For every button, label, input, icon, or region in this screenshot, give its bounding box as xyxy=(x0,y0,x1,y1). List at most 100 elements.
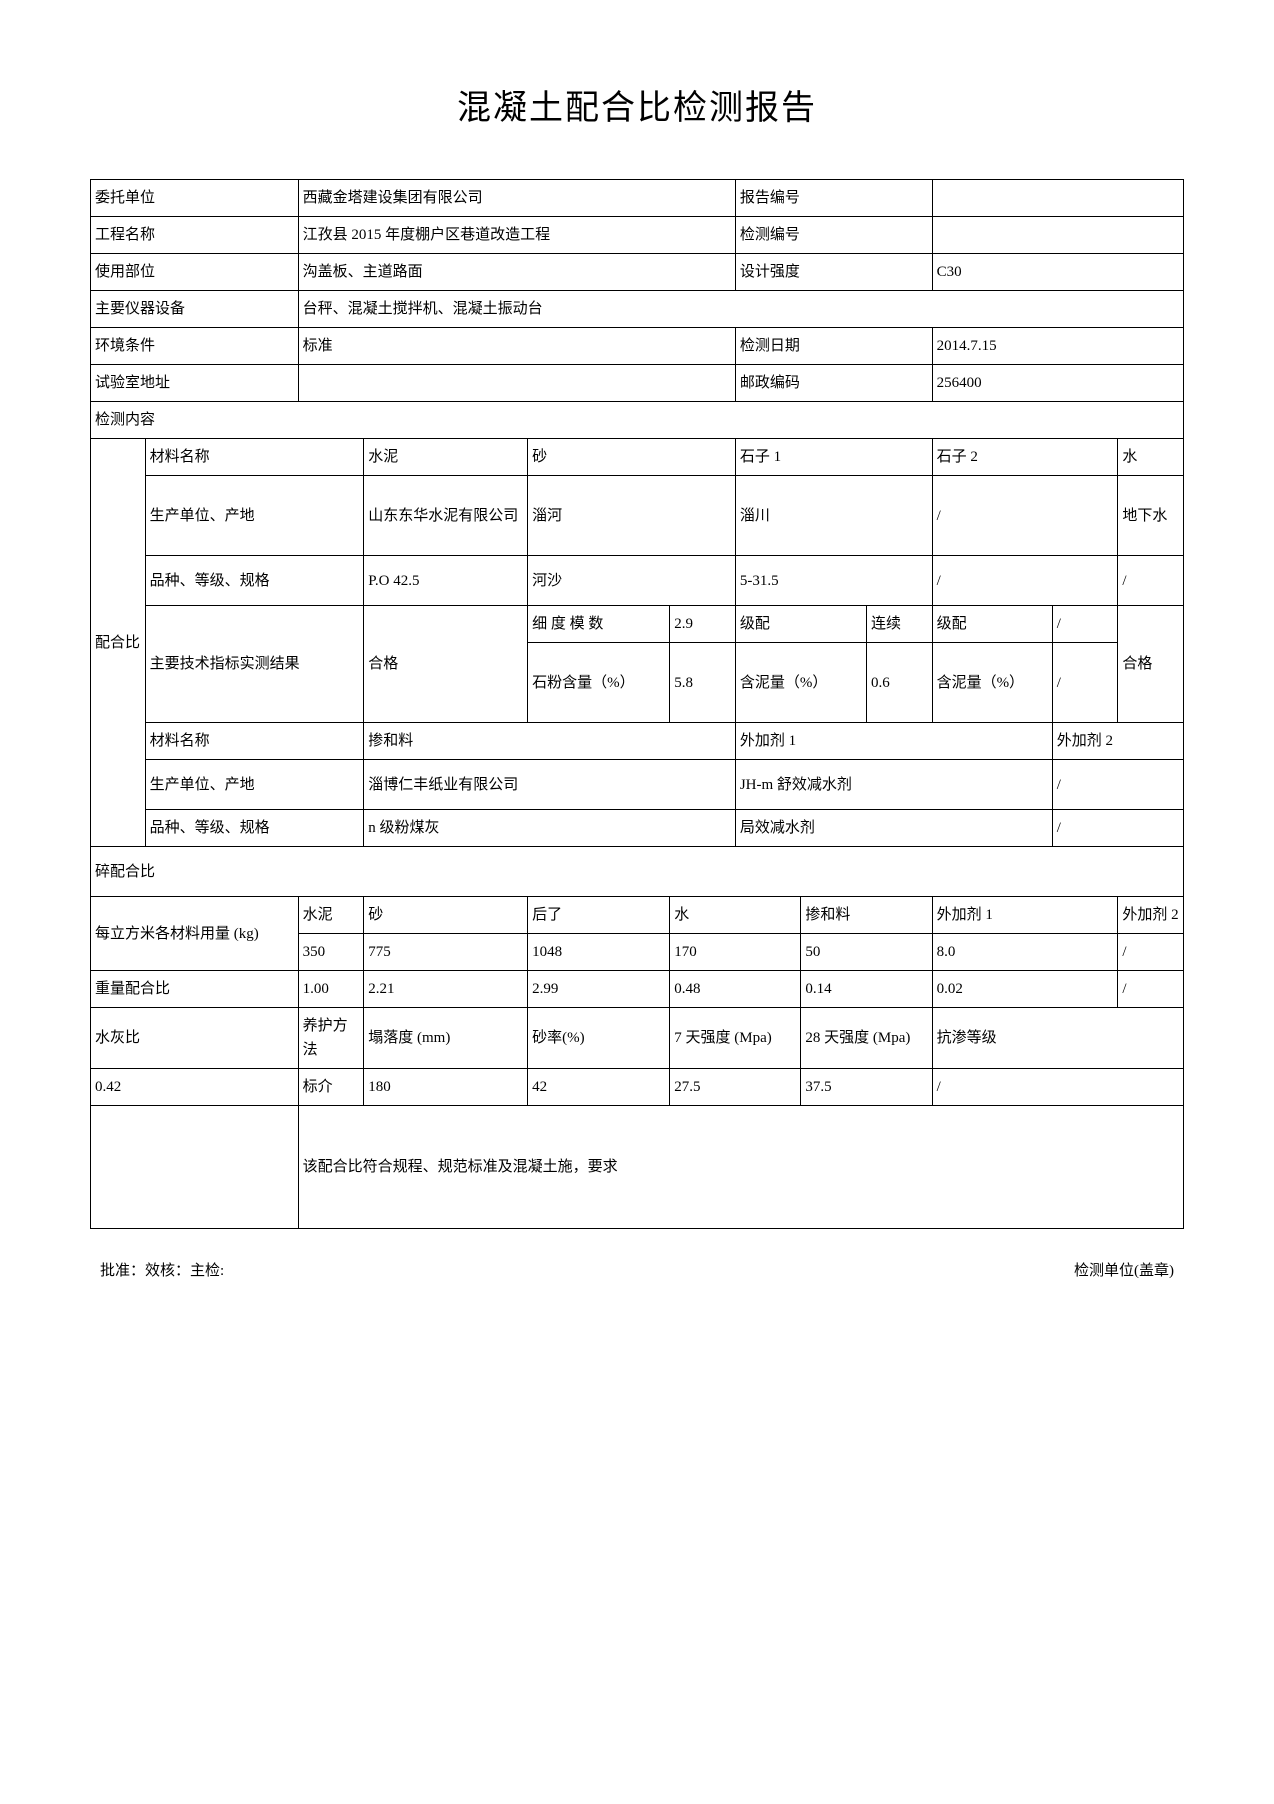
label: 品种、等级、规格 xyxy=(145,556,364,606)
value: 标准 xyxy=(298,328,735,365)
value: 淄博仁丰纸业有限公司 xyxy=(364,760,736,810)
value: 掺和料 xyxy=(364,723,736,760)
label: 水灰比 xyxy=(91,1008,299,1069)
value: 5.8 xyxy=(670,643,736,723)
label: 石粉含量（%） xyxy=(528,643,670,723)
value: 350 xyxy=(298,934,364,971)
label: 设计强度 xyxy=(735,254,932,291)
value: 西藏金塔建设集团有限公司 xyxy=(298,180,735,217)
value: 775 xyxy=(364,934,528,971)
value: / xyxy=(932,1069,1183,1106)
value: 8.0 xyxy=(932,934,1118,971)
report-title: 混凝土配合比检测报告 xyxy=(90,80,1184,129)
value: 合格 xyxy=(1118,606,1184,723)
col-header: 外加剂 2 xyxy=(1118,897,1184,934)
value: 170 xyxy=(670,934,801,971)
value: 标介 xyxy=(298,1069,364,1106)
value: / xyxy=(1052,606,1118,643)
value: C30 xyxy=(932,254,1183,291)
value: 50 xyxy=(801,934,932,971)
value: / xyxy=(1118,934,1184,971)
value: / xyxy=(1052,760,1183,810)
label: 7 天强度 (Mpa) xyxy=(670,1008,801,1069)
label: 28 天强度 (Mpa) xyxy=(801,1008,932,1069)
value: / xyxy=(932,556,1118,606)
label: 含泥量（%） xyxy=(735,643,866,723)
value: 42 xyxy=(528,1069,670,1106)
value: 1.00 xyxy=(298,971,364,1008)
conclusion-label xyxy=(91,1106,299,1229)
label: 生产单位、产地 xyxy=(145,476,364,556)
label: 检测内容 xyxy=(91,402,1184,439)
value: 0.48 xyxy=(670,971,801,1008)
label: 品种、等级、规格 xyxy=(145,810,364,847)
label: 抗渗等级 xyxy=(932,1008,1183,1069)
value: 2.99 xyxy=(528,971,670,1008)
label: 报告编号 xyxy=(735,180,932,217)
value: 河沙 xyxy=(528,556,736,606)
value: 石子 1 xyxy=(735,439,932,476)
label: 检测编号 xyxy=(735,217,932,254)
label: 材料名称 xyxy=(145,723,364,760)
value: 外加剂 1 xyxy=(735,723,1052,760)
label: 每立方米各材料用量 (kg) xyxy=(91,897,299,971)
label: 细 度 模 数 xyxy=(528,606,670,643)
section-label: 配合比 xyxy=(91,439,146,847)
label: 委托单位 xyxy=(91,180,299,217)
value: 180 xyxy=(364,1069,528,1106)
value: P.O 42.5 xyxy=(364,556,528,606)
value: 沟盖板、主道路面 xyxy=(298,254,735,291)
label: 检测日期 xyxy=(735,328,932,365)
value: 外加剂 2 xyxy=(1052,723,1183,760)
value: 局效减水剂 xyxy=(735,810,1052,847)
value: 山东东华水泥有限公司 xyxy=(364,476,528,556)
col-header: 后了 xyxy=(528,897,670,934)
label: 重量配合比 xyxy=(91,971,299,1008)
value: 台秤、混凝土搅拌机、混凝土振动台 xyxy=(298,291,1183,328)
value: 37.5 xyxy=(801,1069,932,1106)
value: 0.42 xyxy=(91,1069,299,1106)
col-header: 水 xyxy=(670,897,801,934)
value: 淄河 xyxy=(528,476,736,556)
value: 2014.7.15 xyxy=(932,328,1183,365)
label: 砂率(%) xyxy=(528,1008,670,1069)
value: 2.9 xyxy=(670,606,736,643)
value: / xyxy=(1052,810,1183,847)
value xyxy=(932,180,1183,217)
label: 邮政编码 xyxy=(735,365,932,402)
label: 材料名称 xyxy=(145,439,364,476)
value: 江孜县 2015 年度棚户区巷道改造工程 xyxy=(298,217,735,254)
label: 试验室地址 xyxy=(91,365,299,402)
value xyxy=(298,365,735,402)
value: 0.14 xyxy=(801,971,932,1008)
value: 水泥 xyxy=(364,439,528,476)
value: / xyxy=(932,476,1118,556)
value: 淄川 xyxy=(735,476,932,556)
conclusion: 该配合比符合规程、规范标准及混凝土施，要求 xyxy=(298,1106,1183,1229)
value: 砂 xyxy=(528,439,736,476)
col-header: 水泥 xyxy=(298,897,364,934)
value: 0.02 xyxy=(932,971,1118,1008)
report-table: 委托单位 西藏金塔建设集团有限公司 报告编号 工程名称 江孜县 2015 年度棚… xyxy=(90,179,1184,1229)
value xyxy=(932,217,1183,254)
col-header: 砂 xyxy=(364,897,528,934)
value: 27.5 xyxy=(670,1069,801,1106)
label: 使用部位 xyxy=(91,254,299,291)
value: JH-m 舒效减水剂 xyxy=(735,760,1052,810)
value: n 级粉煤灰 xyxy=(364,810,736,847)
label: 含泥量（%） xyxy=(932,643,1052,723)
label: 工程名称 xyxy=(91,217,299,254)
label: 级配 xyxy=(932,606,1052,643)
label: 碎配合比 xyxy=(91,847,1184,897)
value: 5-31.5 xyxy=(735,556,932,606)
label: 级配 xyxy=(735,606,866,643)
footer: 批准：效核：主检: 检测单位(盖章) xyxy=(90,1259,1184,1280)
label: 主要技术指标实测结果 xyxy=(145,606,364,723)
value: / xyxy=(1052,643,1118,723)
value: 2.21 xyxy=(364,971,528,1008)
label: 主要仪器设备 xyxy=(91,291,299,328)
value: 连续 xyxy=(866,606,932,643)
label: 生产单位、产地 xyxy=(145,760,364,810)
footer-right: 检测单位(盖章) xyxy=(1074,1259,1174,1280)
col-header: 外加剂 1 xyxy=(932,897,1118,934)
